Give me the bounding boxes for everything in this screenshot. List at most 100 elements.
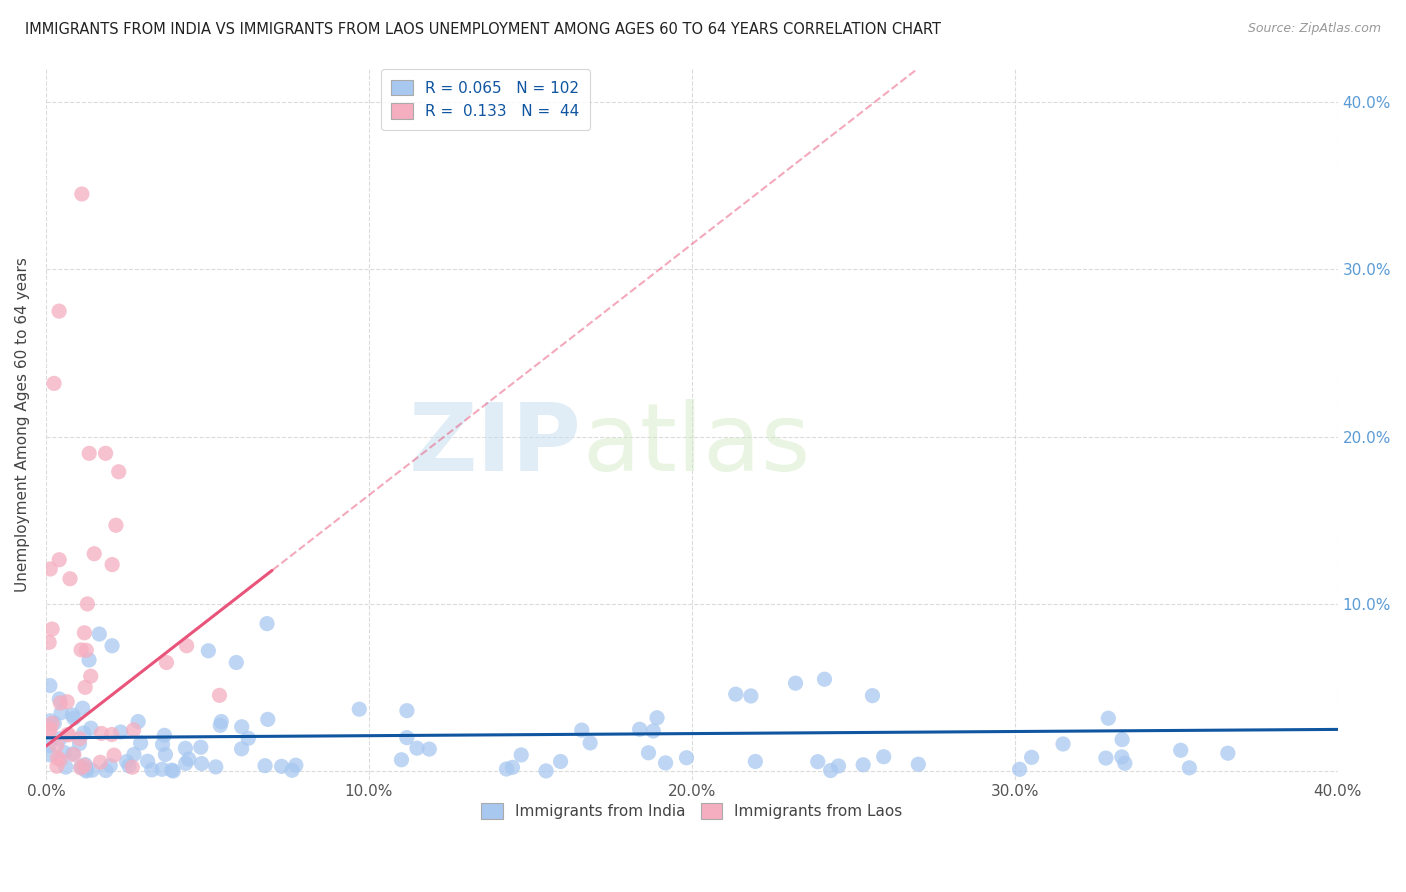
Point (873, 749, 896, 764)
Point (155, 656, 177, 670)
Point (45, 739, 67, 753)
Point (174, 741, 197, 756)
Point (122, 747, 145, 762)
Point (100, 727, 122, 741)
Point (136, 754, 159, 768)
Point (76, 597, 98, 611)
Point (80, 721, 103, 735)
Point (807, 755, 830, 769)
Point (77, 653, 100, 667)
Point (1097, 711, 1119, 725)
Point (395, 704, 418, 718)
Point (785, 676, 807, 690)
Point (49, 696, 72, 710)
Point (813, 672, 835, 686)
Point (827, 759, 849, 773)
Point (59, 572, 82, 586)
Point (127, 714, 149, 729)
Point (637, 746, 659, 760)
Point (270, 759, 292, 773)
Point (197, 644, 219, 658)
Point (256, 712, 278, 726)
Point (45, 759, 67, 773)
Point (141, 763, 163, 777)
Legend: Immigrants from India, Immigrants from Laos: Immigrants from India, Immigrants from L… (475, 797, 908, 825)
Point (645, 711, 668, 725)
Point (69, 737, 91, 751)
Point (209, 714, 232, 729)
Point (579, 736, 602, 750)
Point (51, 706, 73, 720)
Point (115, 755, 138, 769)
Point (58, 728, 80, 742)
Point (675, 751, 697, 765)
Point (73, 726, 96, 740)
Point (94, 764, 117, 778)
Point (72, 701, 94, 715)
Text: IMMIGRANTS FROM INDIA VS IMMIGRANTS FROM LAOS UNEMPLOYMENT AMONG AGES 60 TO 64 Y: IMMIGRANTS FROM INDIA VS IMMIGRANTS FROM… (25, 22, 941, 37)
Point (41, 716, 63, 731)
Point (55, 760, 77, 774)
Point (82, 763, 104, 777)
Point (122, 723, 145, 737)
Point (70, 643, 93, 657)
Point (56, 728, 79, 742)
Point (38, 635, 60, 649)
Point (254, 758, 277, 772)
Point (231, 720, 253, 734)
Point (77, 446, 100, 460)
Point (62, 708, 84, 723)
Point (46, 751, 69, 765)
Point (190, 740, 212, 755)
Point (49, 731, 72, 746)
Point (174, 756, 197, 771)
Point (907, 757, 929, 772)
Point (38, 739, 60, 753)
Point (42, 376, 65, 391)
Point (1111, 750, 1133, 764)
Point (44, 716, 66, 731)
Point (70, 760, 93, 774)
Point (121, 760, 143, 774)
Point (73, 625, 96, 640)
Point (744, 755, 766, 769)
Point (89, 627, 111, 641)
Point (118, 759, 141, 773)
Point (98, 758, 121, 772)
Point (53, 746, 76, 760)
Point (70, 761, 93, 775)
Point (39, 747, 62, 762)
Point (101, 558, 124, 572)
Point (628, 723, 651, 737)
Point (75, 643, 97, 657)
Point (177, 752, 200, 766)
Point (550, 755, 572, 769)
Point (69, 731, 91, 746)
Point (208, 689, 231, 703)
Point (1095, 751, 1118, 765)
Point (534, 764, 557, 778)
Point (80, 669, 103, 683)
Y-axis label: Unemployment Among Ages 60 to 64 years: Unemployment Among Ages 60 to 64 years (15, 257, 30, 591)
Point (162, 764, 184, 778)
Text: Source: ZipAtlas.com: Source: ZipAtlas.com (1247, 22, 1381, 36)
Point (510, 747, 533, 762)
Point (281, 764, 304, 778)
Point (1114, 756, 1136, 771)
Point (90, 726, 112, 740)
Point (48, 692, 70, 706)
Point (73, 758, 96, 772)
Point (129, 736, 152, 750)
Point (418, 742, 440, 756)
Point (63, 711, 86, 725)
Point (160, 763, 183, 777)
Point (56, 695, 79, 709)
Point (204, 760, 226, 774)
Point (152, 737, 174, 751)
Point (104, 518, 127, 533)
Point (39, 714, 62, 728)
Point (48, 304, 70, 318)
Point (153, 728, 176, 742)
Point (103, 748, 125, 763)
Point (75, 681, 97, 695)
